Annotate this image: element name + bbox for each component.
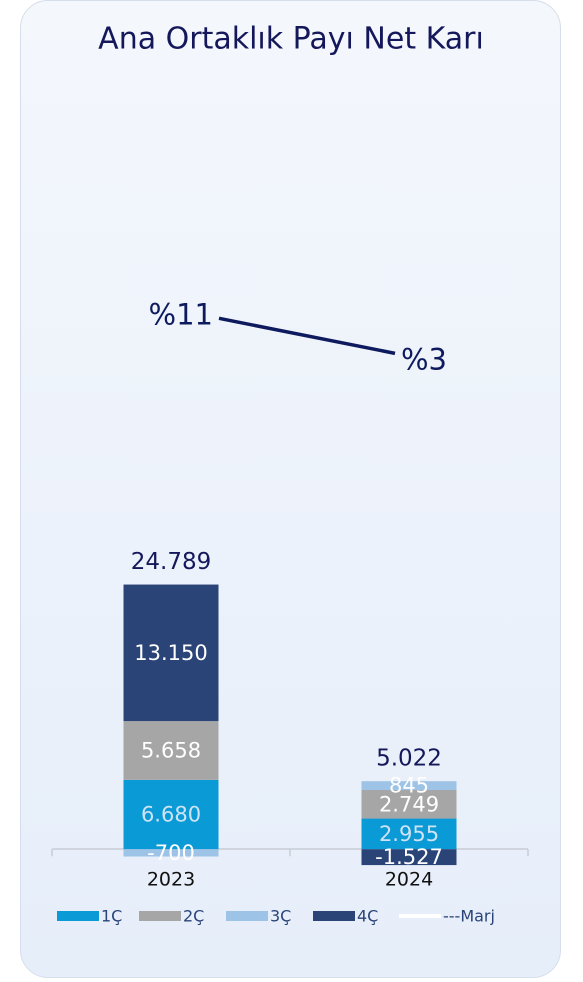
bar-segment <box>361 849 457 866</box>
bar-segment <box>123 849 219 857</box>
bar-segment <box>361 781 457 790</box>
legend-label: 2Ç <box>183 907 204 926</box>
legend-swatch <box>313 911 355 921</box>
margin-label: %3 <box>401 342 447 376</box>
value-label: -700 <box>147 841 195 865</box>
chart-title: Ana Ortaklık Payı Net Karı <box>98 22 484 57</box>
legend-label: 4Ç <box>357 907 378 926</box>
card <box>20 0 561 978</box>
value-label: -1.527 <box>375 845 443 869</box>
value-label: 845 <box>389 774 429 798</box>
value-label: 5.658 <box>141 738 201 762</box>
bar-segment <box>123 721 219 780</box>
value-label: 13.150 <box>134 641 207 665</box>
value-label: 2.955 <box>379 822 439 846</box>
margin-label: %11 <box>149 297 213 331</box>
legend-label: 3Ç <box>270 907 291 926</box>
bar-segment <box>123 779 219 850</box>
bar-segment <box>361 818 457 850</box>
margin-line <box>218 316 396 356</box>
total-label: 24.789 <box>131 549 211 575</box>
legend-swatch <box>57 911 99 921</box>
legend-label: ---Marj <box>443 907 495 926</box>
bar-segment <box>123 584 219 722</box>
total-label: 5.022 <box>376 746 442 772</box>
value-label: 6.680 <box>141 803 201 827</box>
legend-label: 1Ç <box>101 907 122 926</box>
x-tick-label: 2024 <box>385 869 433 891</box>
value-label: 2.749 <box>379 792 439 816</box>
legend-swatch <box>226 911 268 921</box>
x-tick-label: 2023 <box>147 869 195 891</box>
legend-swatch <box>139 911 181 921</box>
bar-segment <box>361 789 457 819</box>
